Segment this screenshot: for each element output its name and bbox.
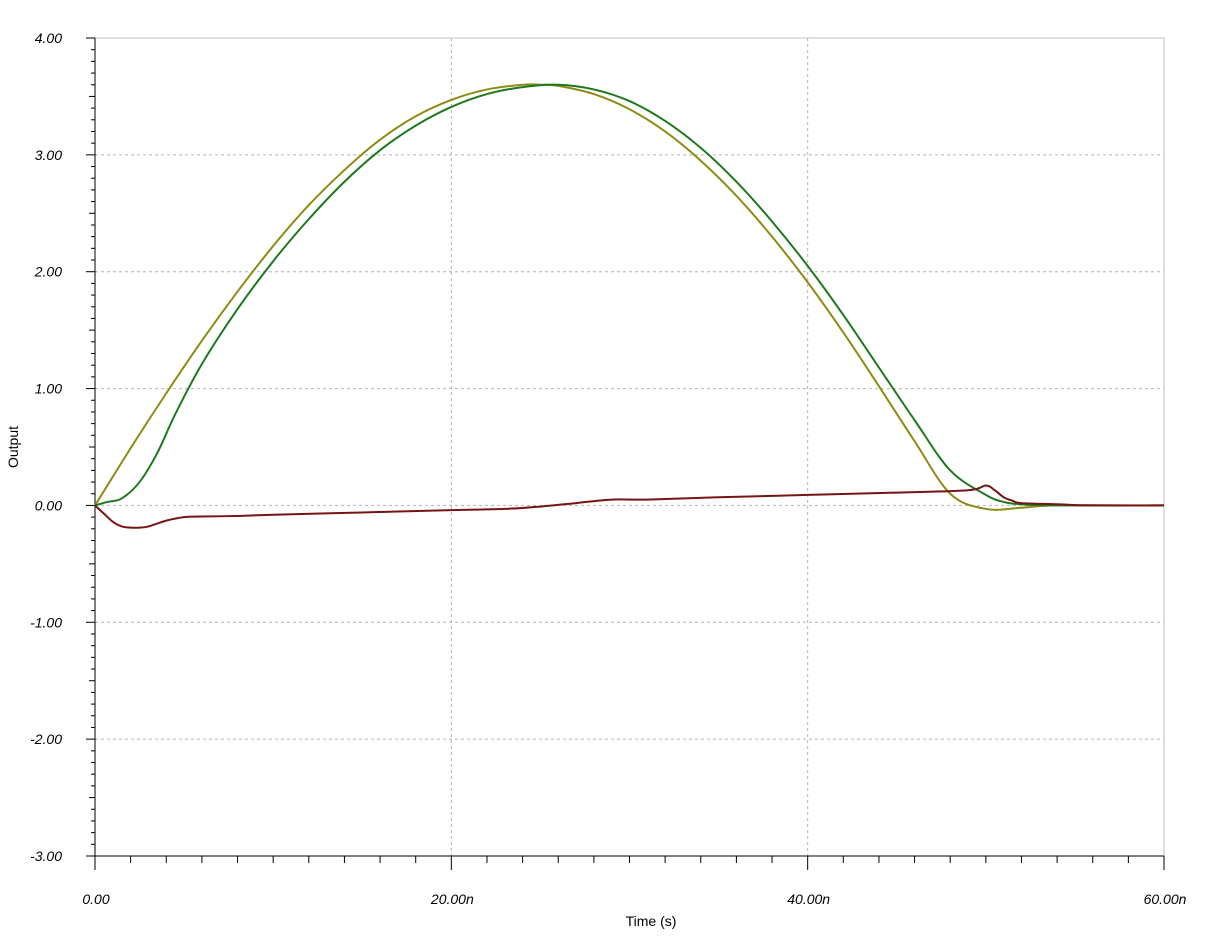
y-tick-label: -3.00 [30, 848, 62, 864]
series-line-3 [94, 484, 1165, 529]
y-tick-label: -1.00 [30, 614, 62, 630]
y-tick-label: 2.00 [34, 264, 62, 280]
x-tick-label: 40.00n [787, 891, 830, 907]
labels-layer: 4.00 3.00 2.00 1.00 0.00 -1.00 -2.00 -3.00 0.00 2… [30, 30, 1187, 907]
y-tick-label: 4.00 [35, 30, 62, 46]
series-layer [94, 83, 1165, 529]
y-tick-label: 1.00 [35, 381, 62, 397]
x-tick-label: 60.00n [1144, 891, 1187, 907]
series-line-1 [94, 83, 1165, 511]
y-tick-label: 3.00 [35, 147, 62, 163]
x-axis-label: Time (s) [626, 913, 677, 929]
series-line-2 [94, 83, 1165, 507]
grid-layer [95, 37, 1165, 856]
axes-layer [86, 37, 1165, 870]
y-tick-label: -2.00 [30, 731, 62, 747]
x-tick-label: 0.00 [82, 891, 109, 907]
y-axis-label: Output [5, 426, 21, 468]
y-tick-label: 0.00 [35, 497, 62, 513]
x-tick-label: 20.00n [430, 891, 474, 907]
plot-frame [94, 37, 1165, 857]
